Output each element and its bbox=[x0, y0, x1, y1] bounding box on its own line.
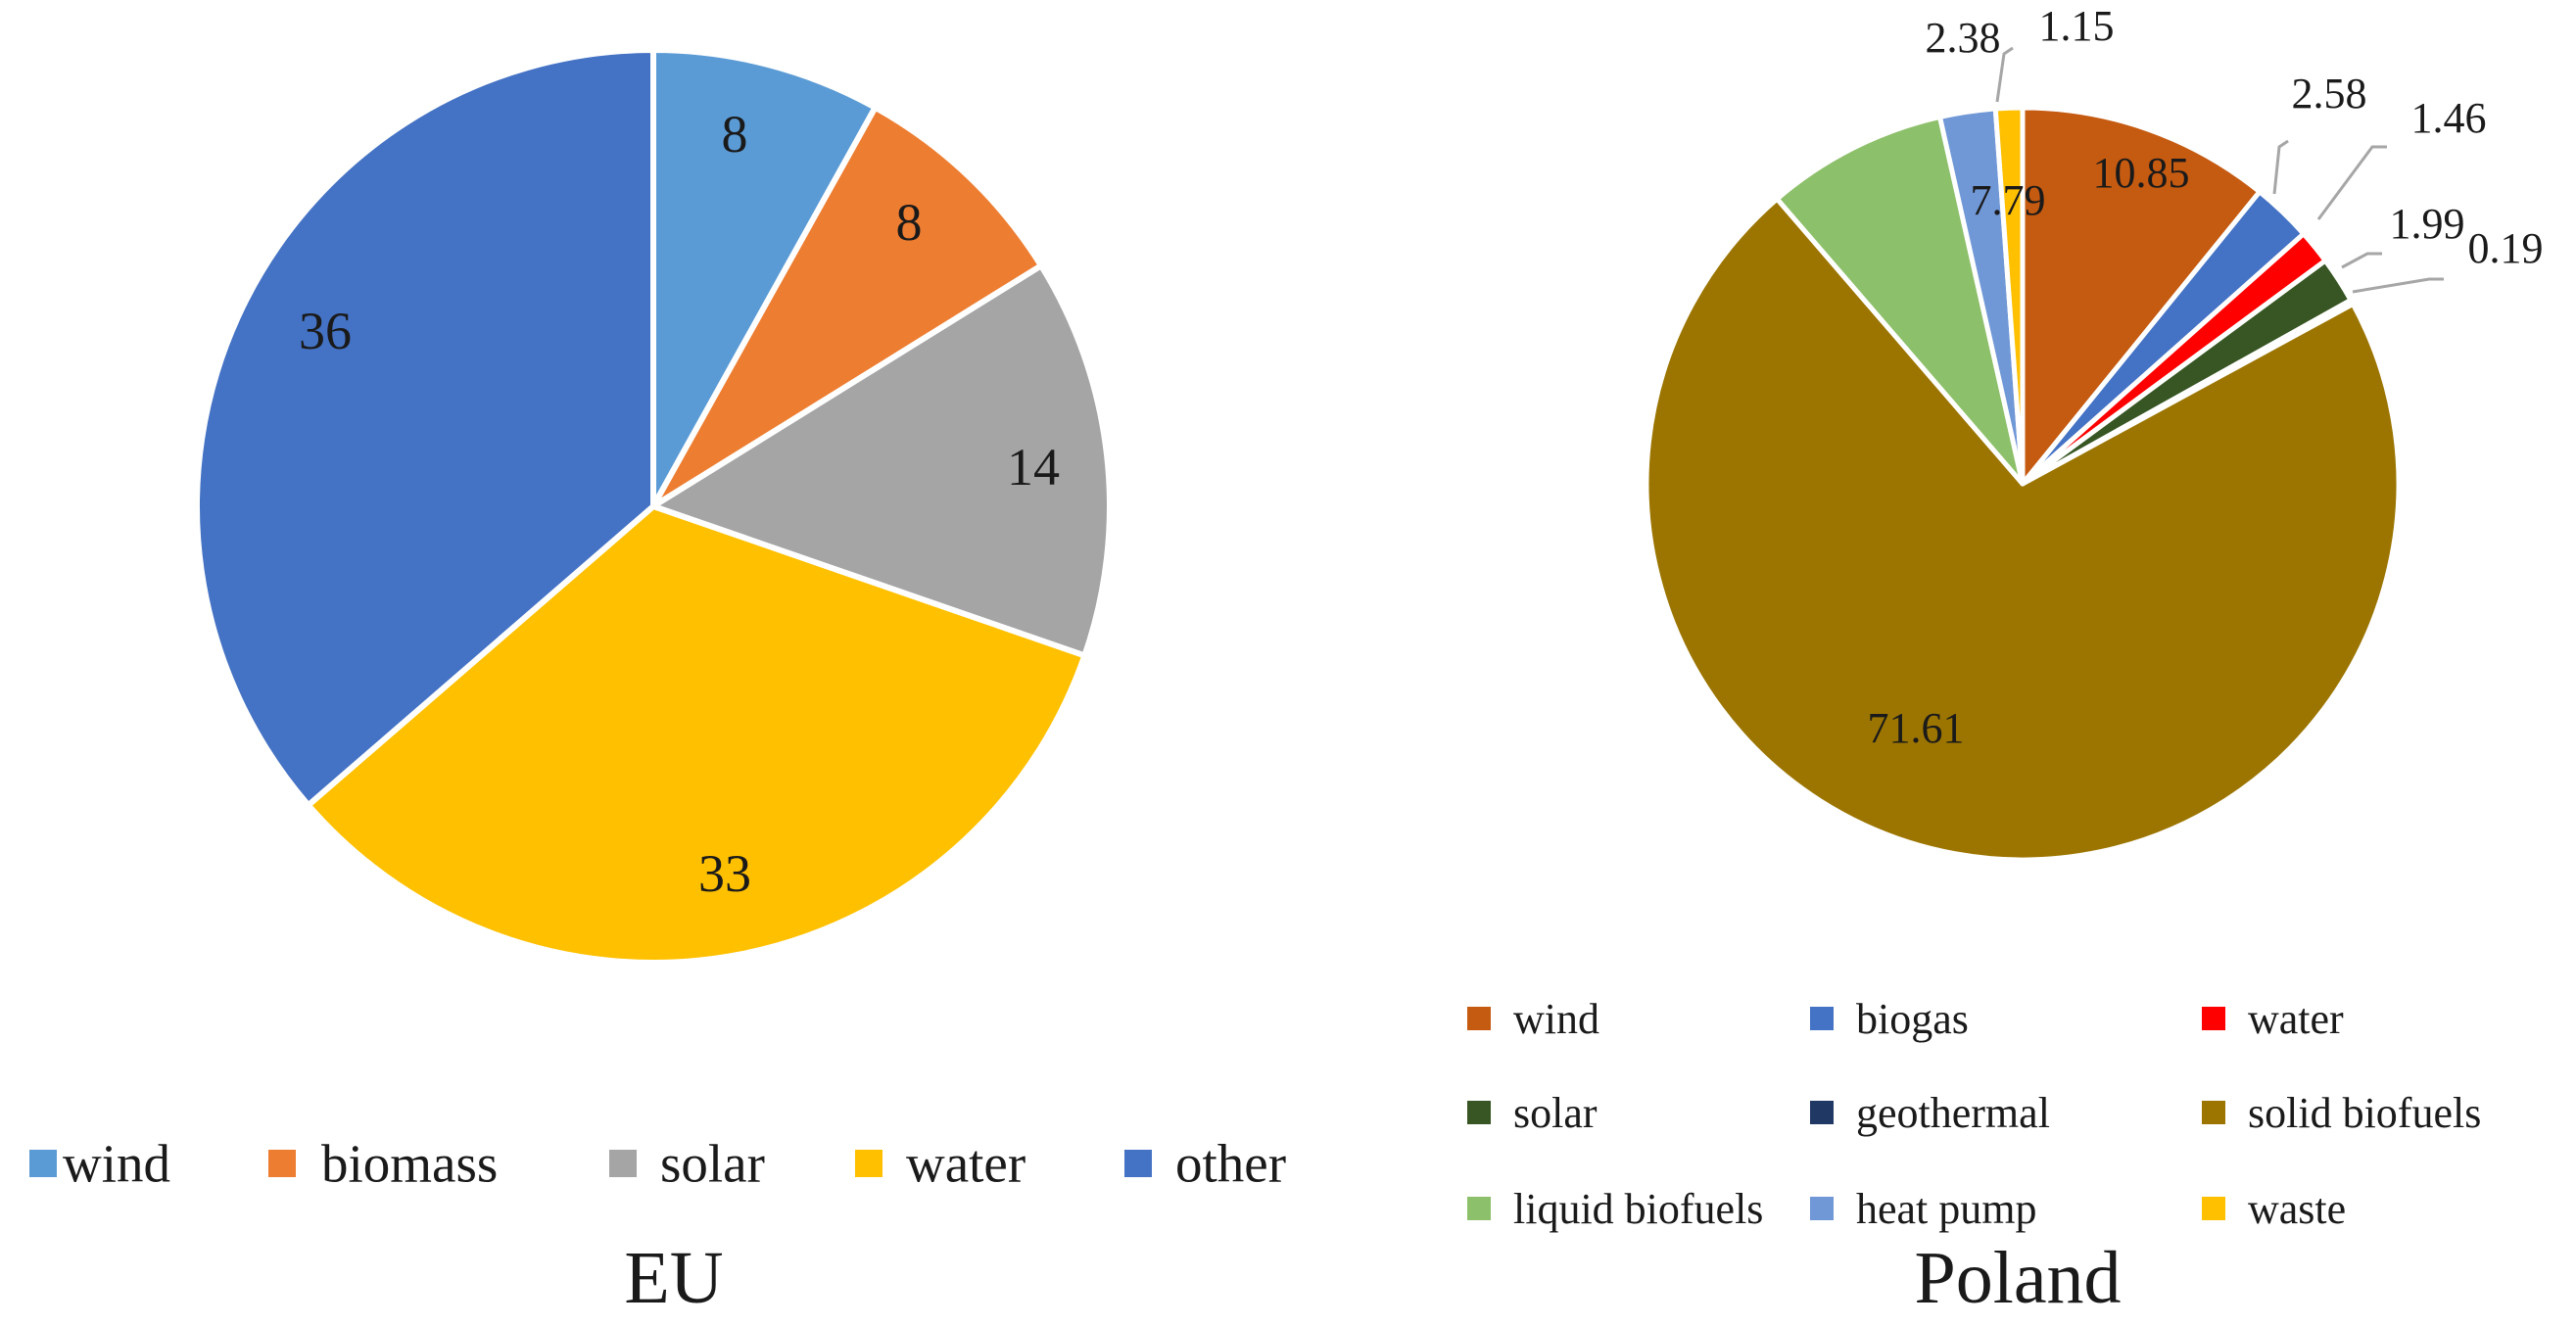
eu-legend-label-other: other bbox=[1175, 1134, 1286, 1194]
eu-data-label-other: 36 bbox=[299, 302, 352, 360]
eu-data-label-water: 33 bbox=[698, 844, 751, 903]
poland-data-label-liquid-biofuels: 7.79 bbox=[1971, 176, 2046, 224]
eu-slice-other bbox=[194, 47, 656, 809]
poland-legend-label-solid-biofuels: solid biofuels bbox=[2248, 1089, 2481, 1137]
poland-chart-title: Poland bbox=[1914, 1237, 2121, 1319]
poland-legend-item-waste: waste bbox=[2202, 1185, 2346, 1233]
poland-slice-waste bbox=[1992, 105, 2026, 487]
poland-legend-swatch-geothermal bbox=[1810, 1101, 1834, 1124]
eu-legend-item-water: water bbox=[855, 1134, 1026, 1194]
poland-legend-swatch-biogas bbox=[1810, 1007, 1834, 1030]
eu-legend-item-other: other bbox=[1124, 1134, 1286, 1194]
poland-data-label-wind: 10.85 bbox=[2093, 149, 2190, 197]
eu-legend-swatch-solar bbox=[609, 1150, 637, 1177]
poland-pie-chart: 10.85 2.58 1.46 1.990.19 71.61 7.79 2.38 1.15 wi… bbox=[1467, 2, 2544, 1319]
poland-legend-label-water: water bbox=[2248, 995, 2344, 1043]
eu-data-label-wind: 8 bbox=[722, 105, 748, 164]
poland-legend-swatch-wind bbox=[1467, 1007, 1491, 1030]
poland-leader-water bbox=[2316, 145, 2387, 220]
eu-legend-label-biomass: biomass bbox=[321, 1134, 498, 1194]
poland-legend-swatch-waste bbox=[2202, 1197, 2225, 1220]
eu-legend-label-water: water bbox=[906, 1134, 1026, 1194]
eu-legend-item-wind: wind bbox=[29, 1134, 170, 1194]
poland-data-label-water: 1.46 bbox=[2411, 94, 2487, 142]
eu-data-label-solar: 14 bbox=[1007, 438, 1060, 497]
eu-legend-label-solar: solar bbox=[660, 1134, 765, 1194]
eu-chart-title: EU bbox=[624, 1237, 723, 1319]
poland-legend-swatch-heat-pump bbox=[1810, 1197, 1834, 1220]
eu-slice-solar bbox=[650, 262, 1113, 659]
eu-legend-item-solar: solar bbox=[609, 1134, 765, 1194]
poland-legend-item-solid-biofuels: solid biofuels bbox=[2202, 1089, 2481, 1137]
eu-slice-water bbox=[305, 503, 1088, 966]
poland-legend-swatch-water bbox=[2202, 1007, 2225, 1030]
poland-legend-item-liquid-biofuels: liquid biofuels bbox=[1467, 1185, 1763, 1233]
poland-legend-label-geothermal: geothermal bbox=[1856, 1089, 2050, 1137]
poland-legend-label-biogas: biogas bbox=[1856, 995, 1969, 1043]
poland-slice-wind bbox=[2020, 105, 2263, 487]
eu-pie-chart: 8 8 14 33 36 wind biomass solar water other EU bbox=[29, 47, 1286, 1319]
poland-legend-item-geothermal: geothermal bbox=[1810, 1089, 2050, 1137]
poland-legend-label-solar: solar bbox=[1513, 1089, 1598, 1137]
poland-legend-label-heat-pump: heat pump bbox=[1856, 1185, 2037, 1233]
poland-legend-item-wind: wind bbox=[1467, 995, 1599, 1043]
poland-legend-item-water: water bbox=[2202, 995, 2344, 1043]
eu-legend-label-wind: wind bbox=[63, 1134, 170, 1194]
poland-data-label-geothermal: 0.19 bbox=[2468, 224, 2544, 272]
eu-legend-swatch-water bbox=[855, 1150, 883, 1177]
eu-legend-swatch-other bbox=[1124, 1150, 1152, 1177]
poland-legend-swatch-solar bbox=[1467, 1101, 1491, 1124]
poland-leader-heat-pump bbox=[1995, 46, 2014, 103]
poland-leader-solar bbox=[2341, 252, 2382, 269]
poland-leader-geothermal bbox=[2352, 277, 2444, 294]
poland-legend-item-solar: solar bbox=[1467, 1089, 1598, 1137]
eu-legend-item-biomass: biomass bbox=[268, 1134, 498, 1194]
eu-data-label-biomass: 8 bbox=[896, 193, 923, 252]
poland-legend-swatch-solid-biofuels bbox=[2202, 1101, 2225, 1124]
poland-legend-swatch-liquid-biofuels bbox=[1467, 1197, 1491, 1220]
poland-legend-item-heat-pump: heat pump bbox=[1810, 1185, 2037, 1233]
poland-leader-biogas bbox=[2272, 139, 2289, 195]
eu-legend-swatch-wind bbox=[29, 1150, 57, 1177]
poland-data-label-solar: 1.99 bbox=[2390, 200, 2465, 248]
poland-slice-solid-biofuels bbox=[1644, 196, 2402, 863]
eu-legend-swatch-biomass bbox=[268, 1150, 296, 1177]
poland-data-label-waste: 1.15 bbox=[2039, 2, 2115, 50]
poland-data-label-biogas: 2.58 bbox=[2292, 70, 2367, 118]
poland-legend-item-biogas: biogas bbox=[1810, 995, 1969, 1043]
poland-legend-label-wind: wind bbox=[1513, 995, 1599, 1043]
poland-slice-liquid-biofuels bbox=[1774, 114, 2026, 487]
eu-slice-wind bbox=[650, 47, 879, 509]
poland-legend-label-liquid-biofuels: liquid biofuels bbox=[1513, 1185, 1763, 1233]
poland-legend-label-waste: waste bbox=[2248, 1185, 2346, 1233]
poland-data-label-heat-pump: 2.38 bbox=[1926, 14, 2001, 62]
poland-data-label-solid-biofuels: 71.61 bbox=[1868, 704, 1965, 752]
eu-slice-biomass bbox=[650, 104, 1044, 509]
